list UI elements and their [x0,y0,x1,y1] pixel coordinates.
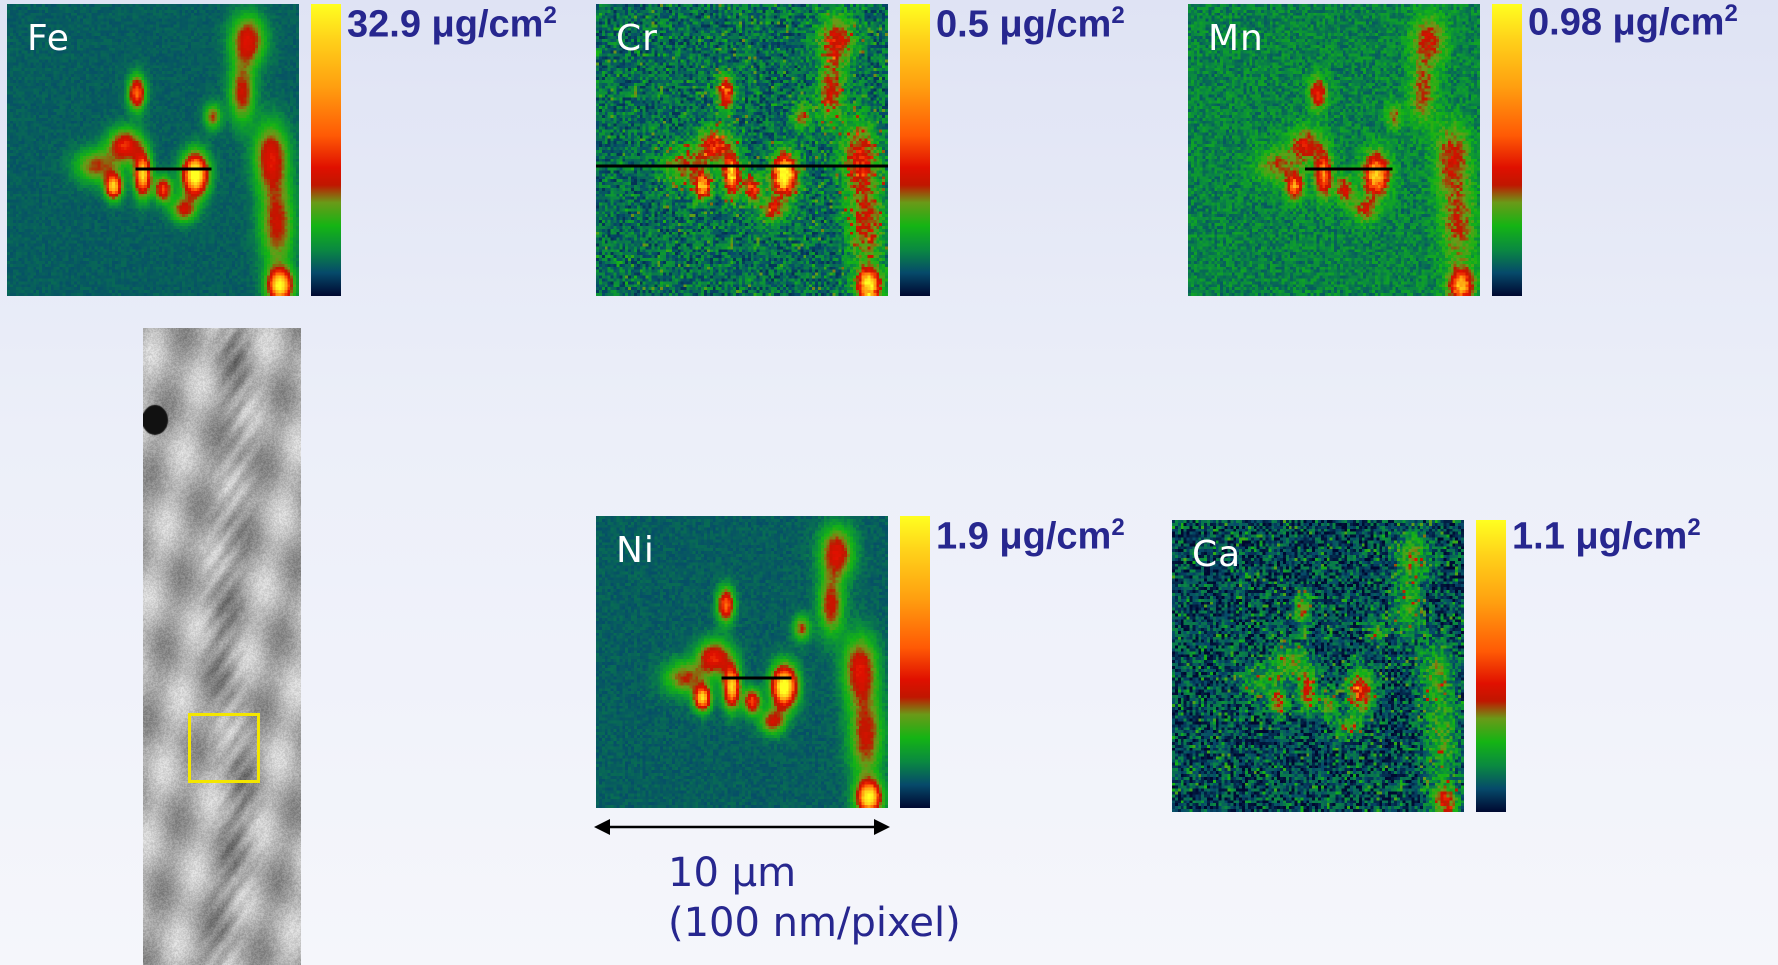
ca-colorbar [1476,520,1506,812]
scale-bar-length: 10 μm [668,850,797,896]
ni-map: Ni [596,516,888,808]
ca-label: Ca [1192,534,1242,575]
ni-label: Ni [616,530,655,571]
scale-bar [594,819,890,835]
region-of-interest-box [188,713,260,783]
fe-map: Fe [7,4,299,296]
fe-label: Fe [27,18,70,59]
ni-colorbar [900,516,930,808]
ca-colorbar-max: 1.1 μg/cm2 [1512,514,1701,558]
scale-bar-right-arrowhead [874,819,890,835]
ca-map: Ca [1172,520,1464,812]
mn-label: Mn [1208,18,1264,59]
mn-colorbar-max: 0.98 μg/cm2 [1528,0,1738,44]
cr-colorbar-max: 0.5 μg/cm2 [936,2,1125,46]
cr-map: Cr [596,4,888,296]
cr-colorbar [900,4,930,296]
cr-label: Cr [616,18,658,59]
optical-micrograph [143,328,301,965]
scale-bar-left-arrowhead [594,819,610,835]
fe-colorbar [311,4,341,296]
mn-map: Mn [1188,4,1480,296]
scale-bar-resolution: (100 nm/pixel) [668,900,961,946]
fe-colorbar-max: 32.9 μg/cm2 [347,2,557,46]
mn-colorbar [1492,4,1522,296]
ni-colorbar-max: 1.9 μg/cm2 [936,514,1125,558]
